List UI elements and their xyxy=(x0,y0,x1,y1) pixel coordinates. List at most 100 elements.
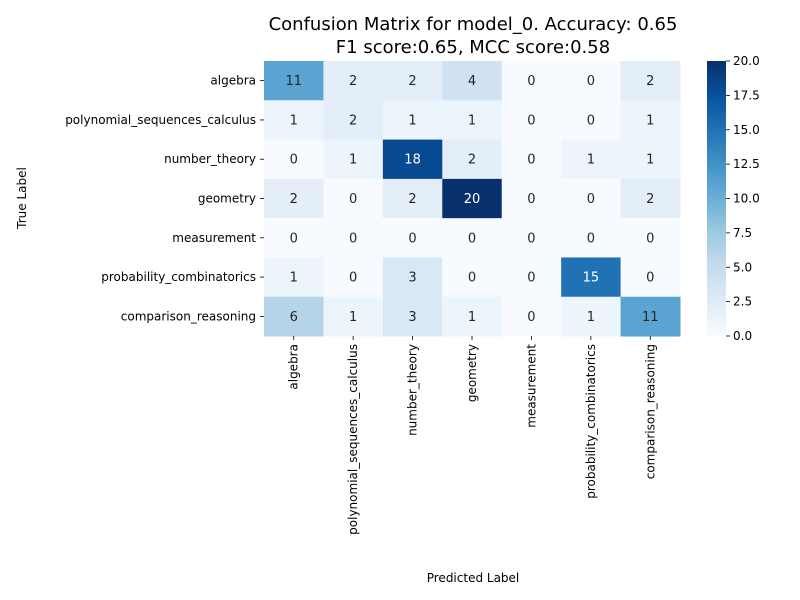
heatmap-cell xyxy=(382,218,443,258)
x-tick-label: measurement xyxy=(524,344,538,428)
cell-value-label: 3 xyxy=(408,310,416,325)
heatmap-cell xyxy=(442,257,503,298)
heatmap-cell xyxy=(620,218,681,258)
heatmap-cell xyxy=(323,139,384,180)
colorbar-tick-label: 5.0 xyxy=(733,260,752,274)
y-tick-label: comparison_reasoning xyxy=(121,309,256,323)
heatmap-cell xyxy=(442,178,503,219)
cell-value-label: 1 xyxy=(468,113,476,128)
colorbar-tick-label: 2.5 xyxy=(733,295,752,309)
cell-value-label: 2 xyxy=(349,113,357,128)
heatmap-cell xyxy=(501,218,562,258)
y-tick-label: geometry xyxy=(198,192,256,206)
y-tick-labels: algebra polynomial_sequences_calculusnumb… xyxy=(65,74,264,323)
heatmap-cell xyxy=(264,178,324,219)
colorbar-ticks: 0.0 2.5 5.0 7.5 10.0 12.5 15.0 17.5 20.0 xyxy=(726,54,760,343)
heatmap-cell xyxy=(264,139,324,180)
colorbar-tick-label: 17.5 xyxy=(733,88,760,102)
heatmap-cell xyxy=(501,257,562,298)
cell-value-label: 0 xyxy=(527,153,535,168)
heatmap-cell xyxy=(501,296,562,337)
cell-value-label: 2 xyxy=(468,153,476,168)
y-axis-label: True Label xyxy=(15,167,29,230)
cell-value-label: 6 xyxy=(290,310,298,325)
cell-value-label: 1 xyxy=(290,271,298,286)
heatmap-cell xyxy=(382,257,443,298)
heatmap-cell xyxy=(620,178,681,219)
heatmap-cell xyxy=(561,257,622,298)
x-tick-label: geometry xyxy=(465,344,479,402)
cell-value-label: 0 xyxy=(290,153,298,168)
heatmap-cell xyxy=(442,139,503,180)
x-tick-label: polynomial_sequences_calculus xyxy=(346,344,360,535)
x-tick-label: number_theory xyxy=(406,344,420,436)
heatmap-cell xyxy=(323,257,384,298)
heatmap-cell xyxy=(264,257,324,298)
heatmap-cell xyxy=(501,178,562,219)
cell-value-label: 1 xyxy=(349,153,357,168)
cell-value-label: 1 xyxy=(646,113,654,128)
colorbar-tick-label: 0.0 xyxy=(733,329,752,343)
cell-value-label: 0 xyxy=(527,310,535,325)
heatmap-cell xyxy=(323,178,384,219)
heatmap-cell xyxy=(382,61,443,101)
y-tick-label: algebra xyxy=(210,74,256,88)
x-tick-label: probability_combinatorics xyxy=(584,344,598,499)
cell-value-label: 0 xyxy=(349,231,357,246)
heatmap-cell xyxy=(561,296,622,337)
y-tick-label: probability_combinatorics xyxy=(101,270,256,284)
cell-value-label: 1 xyxy=(587,153,595,168)
heatmap-cell xyxy=(382,100,443,141)
heatmap-cell xyxy=(382,178,443,219)
heatmap-cell xyxy=(264,100,324,141)
x-axis-label: Predicted Label xyxy=(427,571,520,585)
cell-value-label: 0 xyxy=(646,231,654,246)
cell-value-label: 20 xyxy=(464,192,481,207)
cell-value-label: 11 xyxy=(642,310,659,325)
heatmap-cells: 11 2 2 4 0 0 21 2 1 1 0 0 10 1 18 2 0 1 12 0 2 20 0 0 20 0 0 0 0 0 01 0… xyxy=(264,61,681,337)
heatmap-cell xyxy=(442,218,503,258)
x-tick-labels: algebra polynomial_sequences_calculus numb… xyxy=(287,336,657,535)
colorbar-tick-label: 7.5 xyxy=(733,226,752,240)
x-tick-label: comparison_reasoning xyxy=(643,344,657,479)
cell-value-label: 1 xyxy=(468,310,476,325)
cell-value-label: 0 xyxy=(527,271,535,286)
colorbar-tick-label: 15.0 xyxy=(733,123,760,137)
cell-value-label: 2 xyxy=(349,74,357,89)
cell-value-label: 0 xyxy=(408,231,416,246)
heatmap-cell xyxy=(501,100,562,141)
heatmap-cell xyxy=(323,296,384,337)
heatmap-cell xyxy=(501,61,562,101)
cell-value-label: 1 xyxy=(408,113,416,128)
cell-value-label: 1 xyxy=(349,310,357,325)
colorbar-tick-label: 10.0 xyxy=(733,192,760,206)
cell-value-label: 0 xyxy=(527,192,535,207)
y-tick-label: number_theory xyxy=(164,152,256,166)
cell-value-label: 0 xyxy=(587,192,595,207)
heatmap-cell xyxy=(442,61,503,101)
heatmap-cell xyxy=(323,61,384,101)
cell-value-label: 1 xyxy=(646,153,654,168)
heatmap-cell xyxy=(382,139,443,180)
heatmap-cell xyxy=(442,100,503,141)
cell-value-label: 15 xyxy=(583,271,600,286)
heatmap-cell xyxy=(323,218,384,258)
cell-value-label: 0 xyxy=(587,231,595,246)
cell-value-label: 11 xyxy=(285,74,302,89)
cell-value-label: 1 xyxy=(587,310,595,325)
cell-value-label: 0 xyxy=(468,271,476,286)
cell-value-label: 3 xyxy=(408,271,416,286)
chart-title-line1: Confusion Matrix for model_0. Accuracy: … xyxy=(269,14,678,35)
heatmap-cell xyxy=(264,296,324,337)
heatmap-cell xyxy=(620,61,681,101)
cell-value-label: 18 xyxy=(404,153,421,168)
cell-value-label: 0 xyxy=(468,231,476,246)
cell-value-label: 0 xyxy=(527,113,535,128)
heatmap-cell xyxy=(264,61,324,101)
cell-value-label: 2 xyxy=(646,74,654,89)
x-tick-label: algebra xyxy=(287,344,301,390)
heatmap-cell xyxy=(561,61,622,101)
cell-value-label: 2 xyxy=(646,192,654,207)
cell-value-label: 0 xyxy=(349,271,357,286)
